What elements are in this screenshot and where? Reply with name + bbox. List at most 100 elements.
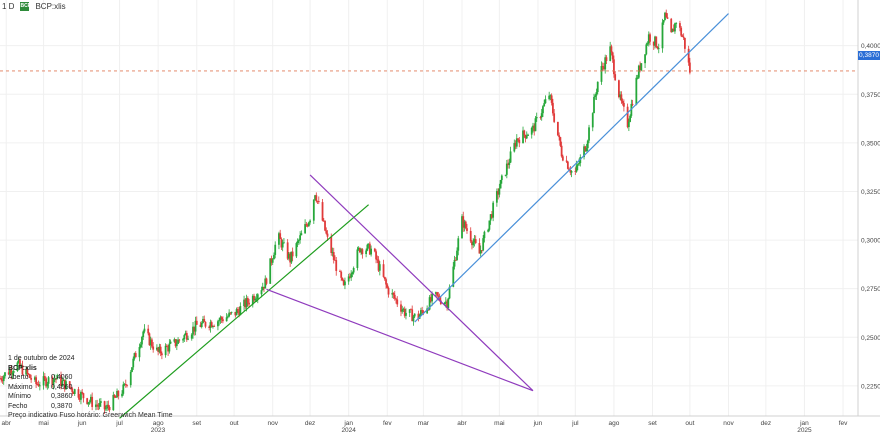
candle-body bbox=[52, 379, 55, 385]
candle-body bbox=[640, 63, 643, 71]
candle-body bbox=[263, 286, 265, 289]
candle-body bbox=[639, 65, 641, 71]
y-tick-label: 0,2750 bbox=[861, 286, 880, 293]
candle-body bbox=[42, 376, 45, 386]
candle-body bbox=[245, 298, 248, 308]
candle-body bbox=[65, 381, 67, 390]
candle-body bbox=[605, 57, 608, 61]
candle-body bbox=[469, 230, 472, 242]
candle-body bbox=[256, 294, 259, 299]
candle-body bbox=[619, 94, 622, 98]
symbol-label[interactable]: BCP:xlis bbox=[35, 2, 66, 11]
candle-body bbox=[202, 318, 204, 323]
candle-body bbox=[367, 243, 370, 245]
candle-body bbox=[37, 384, 40, 387]
candle-body bbox=[436, 292, 438, 296]
candle-body bbox=[527, 134, 529, 137]
candle-body bbox=[158, 346, 161, 352]
candle-body bbox=[613, 59, 615, 75]
candle-body bbox=[190, 334, 193, 339]
candle-body bbox=[297, 240, 300, 242]
candle-body bbox=[1, 380, 4, 382]
candle-body bbox=[542, 106, 544, 114]
candle-body bbox=[387, 287, 390, 295]
candle-body bbox=[36, 383, 39, 385]
candle-body bbox=[86, 398, 89, 404]
candle-body bbox=[9, 369, 11, 375]
candle-body bbox=[483, 231, 486, 239]
candle-body bbox=[420, 310, 422, 315]
candle-body bbox=[517, 138, 519, 140]
candle-body bbox=[422, 311, 425, 314]
candle-body bbox=[71, 388, 74, 393]
candle-body bbox=[488, 220, 491, 230]
candle-body bbox=[497, 191, 500, 195]
y-tick-label: 0,2500 bbox=[861, 335, 880, 342]
candle-body bbox=[428, 297, 431, 310]
candle-body bbox=[25, 369, 28, 375]
candle-body bbox=[504, 174, 507, 176]
candle-body bbox=[584, 146, 587, 152]
candle-body bbox=[453, 259, 456, 267]
candle-body bbox=[56, 375, 59, 380]
candle-body bbox=[106, 404, 108, 409]
y-tick-label: 0,3750 bbox=[861, 92, 880, 99]
candle-body bbox=[94, 404, 97, 407]
candle-body bbox=[235, 309, 238, 316]
candle-body bbox=[540, 113, 543, 118]
x-tick-label: out bbox=[230, 420, 239, 427]
candle-body bbox=[117, 391, 120, 397]
candle-body bbox=[134, 353, 137, 358]
candle-body bbox=[637, 65, 640, 78]
candle-body bbox=[299, 235, 302, 241]
candle-body bbox=[434, 292, 437, 294]
candle-body bbox=[330, 236, 333, 253]
candle-body bbox=[518, 139, 521, 144]
candle-body bbox=[149, 339, 152, 346]
x-tick-label: jul bbox=[571, 420, 579, 427]
candle-body bbox=[429, 297, 432, 302]
candle-body bbox=[377, 259, 380, 271]
candle-body bbox=[505, 163, 508, 175]
candle-body bbox=[26, 369, 29, 374]
candle-body bbox=[164, 345, 167, 356]
x-tick-label: mar bbox=[418, 420, 430, 427]
candle-body bbox=[230, 311, 233, 313]
candle-body bbox=[234, 311, 237, 316]
interval-label[interactable]: 1 D bbox=[2, 2, 15, 11]
candle-body bbox=[447, 298, 450, 309]
candle-body bbox=[43, 376, 46, 379]
candle-body bbox=[375, 251, 377, 260]
candle-body bbox=[499, 180, 502, 189]
candle-body bbox=[666, 17, 669, 19]
candle-body bbox=[622, 102, 625, 107]
candle-body bbox=[255, 298, 258, 300]
candle-body bbox=[290, 251, 293, 263]
candle-body bbox=[487, 229, 490, 232]
candle-body bbox=[386, 284, 389, 288]
x-tick-label: jun bbox=[533, 420, 543, 427]
candle-body bbox=[452, 266, 455, 287]
candle-body bbox=[184, 332, 187, 336]
candle-body bbox=[253, 295, 255, 301]
candle-body bbox=[116, 391, 118, 398]
candle-body bbox=[647, 34, 650, 44]
candle-body bbox=[185, 332, 188, 340]
candle-body bbox=[141, 337, 143, 345]
candle-body bbox=[570, 171, 573, 173]
x-tick-label: jan bbox=[343, 420, 353, 427]
candle-body bbox=[575, 165, 578, 172]
candle-body bbox=[461, 216, 463, 239]
candle-body bbox=[306, 225, 309, 227]
candle-body bbox=[88, 401, 91, 403]
candle-body bbox=[457, 238, 460, 251]
candle-body bbox=[195, 320, 198, 325]
trendline-3 bbox=[266, 288, 534, 392]
candle-body bbox=[410, 309, 412, 311]
candle-body bbox=[142, 331, 145, 338]
candle-body bbox=[664, 12, 666, 21]
candle-body bbox=[341, 277, 344, 281]
candle-body bbox=[326, 233, 329, 237]
trendline-1 bbox=[414, 13, 729, 323]
